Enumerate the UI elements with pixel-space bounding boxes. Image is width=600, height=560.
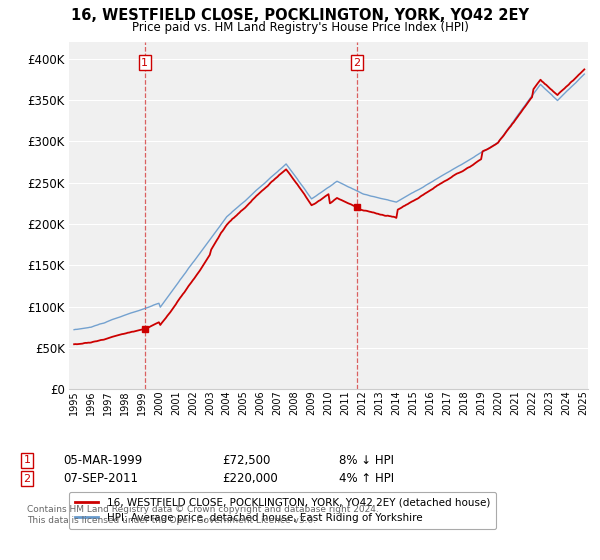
- Text: 2: 2: [23, 474, 31, 484]
- Text: £220,000: £220,000: [222, 472, 278, 486]
- Text: 05-MAR-1999: 05-MAR-1999: [63, 454, 142, 467]
- Text: 1: 1: [23, 455, 31, 465]
- Text: 07-SEP-2011: 07-SEP-2011: [63, 472, 138, 486]
- Legend: 16, WESTFIELD CLOSE, POCKLINGTON, YORK, YO42 2EY (detached house), HPI: Average : 16, WESTFIELD CLOSE, POCKLINGTON, YORK, …: [69, 492, 496, 529]
- Text: 2: 2: [353, 58, 361, 68]
- Text: Contains HM Land Registry data © Crown copyright and database right 2024.
This d: Contains HM Land Registry data © Crown c…: [27, 505, 379, 525]
- Text: 16, WESTFIELD CLOSE, POCKLINGTON, YORK, YO42 2EY: 16, WESTFIELD CLOSE, POCKLINGTON, YORK, …: [71, 8, 529, 24]
- Text: 8% ↓ HPI: 8% ↓ HPI: [339, 454, 394, 467]
- Text: 1: 1: [142, 58, 148, 68]
- Text: 4% ↑ HPI: 4% ↑ HPI: [339, 472, 394, 486]
- Text: Price paid vs. HM Land Registry's House Price Index (HPI): Price paid vs. HM Land Registry's House …: [131, 21, 469, 34]
- Text: £72,500: £72,500: [222, 454, 271, 467]
